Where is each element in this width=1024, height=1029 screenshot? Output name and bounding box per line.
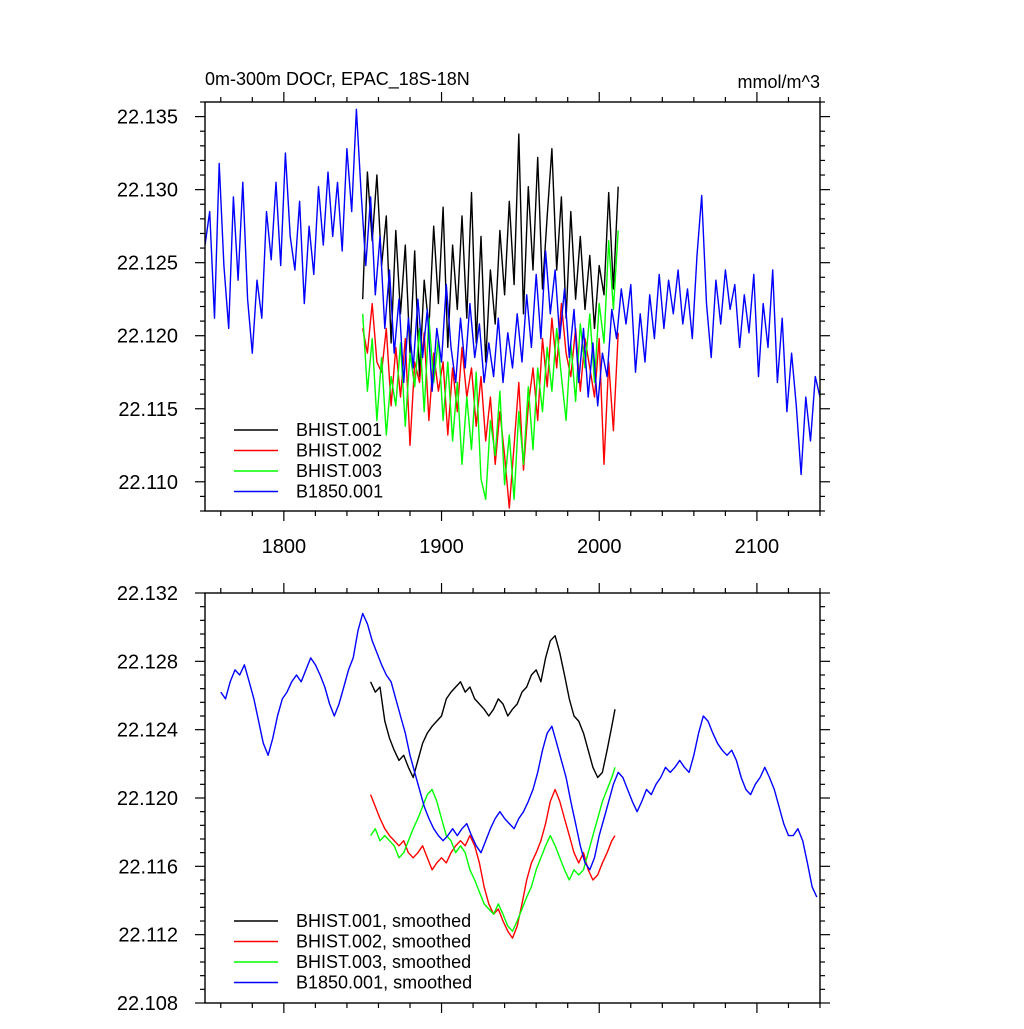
- y-tick-label: 22.132: [117, 583, 178, 605]
- legend-label: BHIST.001, smoothed: [296, 911, 471, 931]
- y-tick-label: 22.120: [117, 788, 178, 810]
- x-tick-label: 2100: [735, 536, 780, 558]
- series-line-1: [369, 635, 616, 779]
- series-group: [205, 108, 820, 509]
- series-line-4: [220, 612, 818, 898]
- y-tick-label: 22.108: [117, 993, 178, 1015]
- legend-label: B1850.001, smoothed: [296, 973, 472, 993]
- series-line-3: [370, 767, 616, 932]
- legend-label: BHIST.002: [296, 441, 382, 461]
- chart-title: 0m-300m DOCr, EPAC_18S-18N: [205, 69, 470, 90]
- legend-label: BHIST.003: [296, 461, 382, 481]
- legend-label: BHIST.001: [296, 420, 382, 440]
- series-group: [220, 612, 818, 939]
- x-tick-label: 1800: [262, 536, 307, 558]
- y-tick-label: 22.130: [117, 180, 178, 202]
- y-tick-label: 22.124: [117, 720, 178, 742]
- y-tick-label: 22.120: [117, 326, 178, 348]
- chart-panel-2: 22.108 22.112 22.116 22.120 22.124 22.128 22.1…: [117, 583, 830, 1015]
- series-line-4: [205, 108, 820, 476]
- x-tick-label: 1900: [419, 536, 464, 558]
- y-tick-label: 22.135: [117, 107, 178, 129]
- chart-units: mmol/m^3: [738, 72, 820, 92]
- x-tick-label: 2000: [577, 536, 622, 558]
- y-tick-label: 22.125: [117, 253, 178, 275]
- legend-label: BHIST.002, smoothed: [296, 932, 471, 952]
- y-tick-label: 22.110: [118, 472, 178, 494]
- legend-label: BHIST.003, smoothed: [296, 952, 471, 972]
- y-tick-label: 22.116: [118, 856, 178, 878]
- y-tick-label: 22.112: [118, 925, 178, 947]
- legend-label: B1850.001: [296, 482, 383, 502]
- chart-panel-1: 1800 1900 2000 2100 22.110 22.115 22.120 22.125…: [117, 69, 830, 558]
- y-tick-label: 22.128: [117, 651, 178, 673]
- series-line-1: [362, 133, 619, 378]
- y-tick-label: 22.115: [118, 399, 178, 421]
- series-line-3: [362, 230, 619, 500]
